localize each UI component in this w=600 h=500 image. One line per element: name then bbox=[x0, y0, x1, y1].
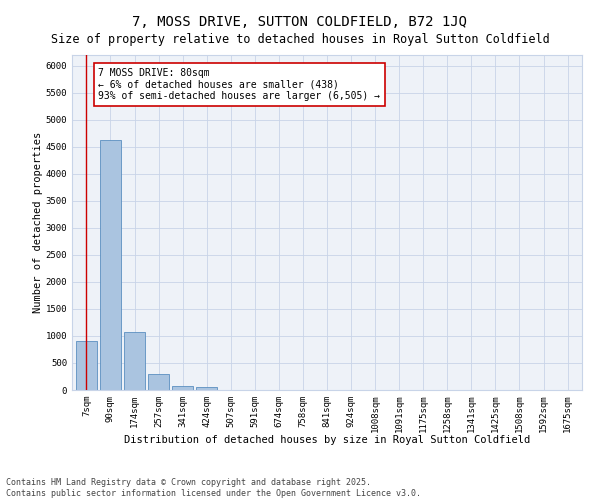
Bar bbox=[196, 387, 217, 390]
X-axis label: Distribution of detached houses by size in Royal Sutton Coldfield: Distribution of detached houses by size … bbox=[124, 436, 530, 446]
Bar bbox=[148, 374, 169, 390]
Bar bbox=[76, 342, 97, 390]
Text: Size of property relative to detached houses in Royal Sutton Coldfield: Size of property relative to detached ho… bbox=[50, 32, 550, 46]
Y-axis label: Number of detached properties: Number of detached properties bbox=[33, 132, 43, 313]
Text: Contains HM Land Registry data © Crown copyright and database right 2025.
Contai: Contains HM Land Registry data © Crown c… bbox=[6, 478, 421, 498]
Bar bbox=[124, 332, 145, 390]
Bar bbox=[172, 386, 193, 390]
Bar bbox=[100, 140, 121, 390]
Text: 7, MOSS DRIVE, SUTTON COLDFIELD, B72 1JQ: 7, MOSS DRIVE, SUTTON COLDFIELD, B72 1JQ bbox=[133, 15, 467, 29]
Text: 7 MOSS DRIVE: 80sqm
← 6% of detached houses are smaller (438)
93% of semi-detach: 7 MOSS DRIVE: 80sqm ← 6% of detached hou… bbox=[98, 68, 380, 102]
